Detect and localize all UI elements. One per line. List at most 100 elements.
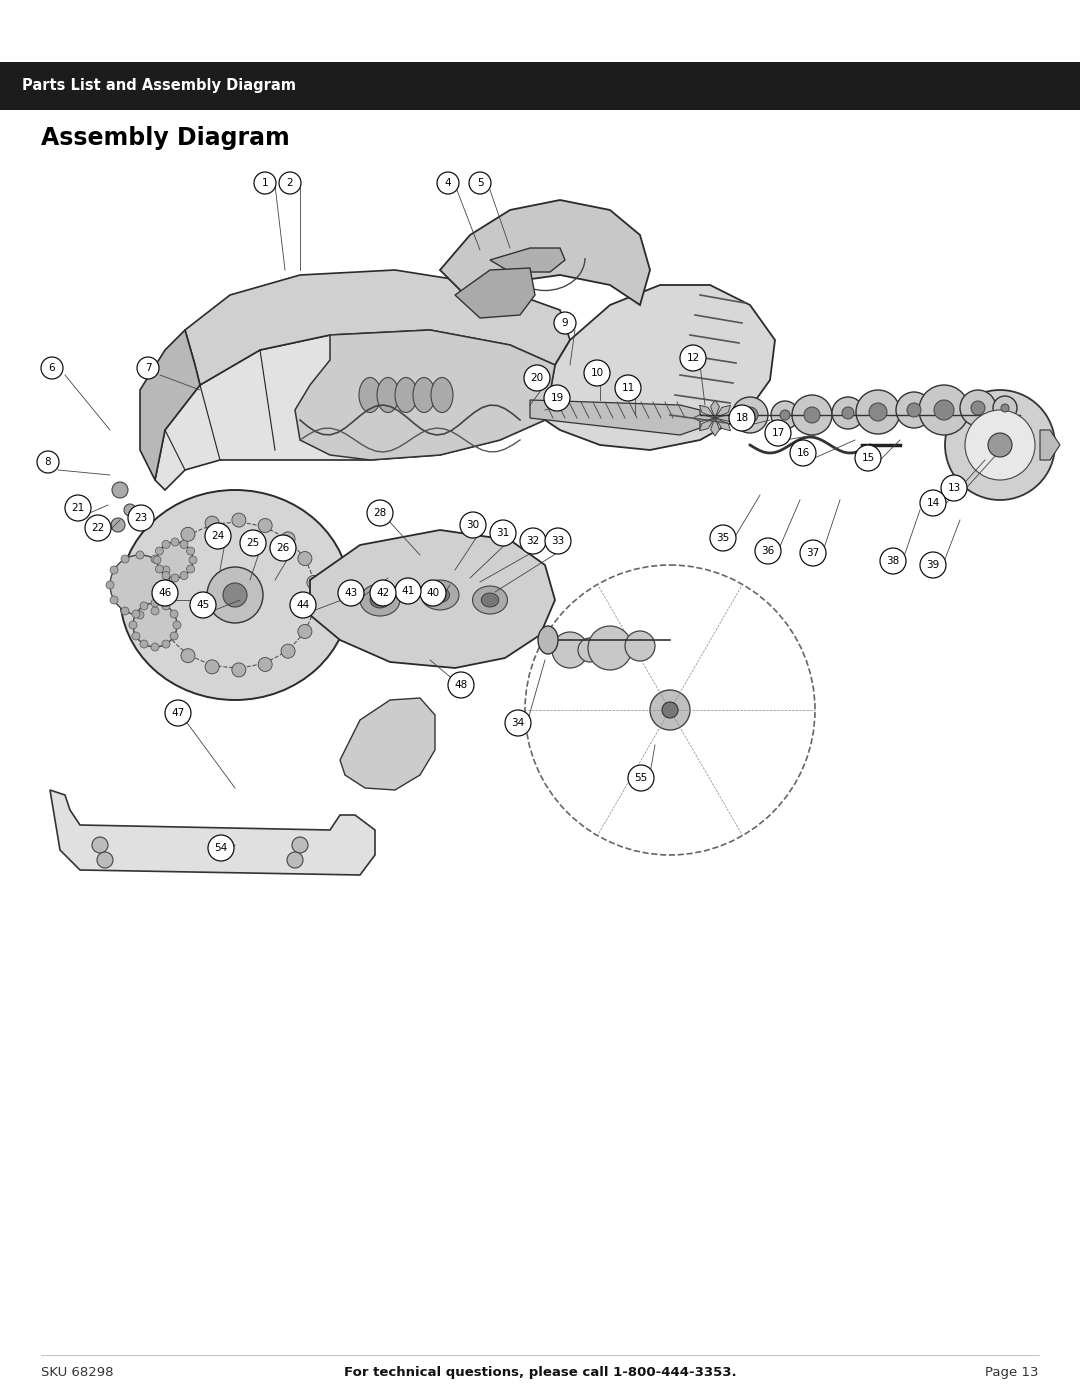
Circle shape [755, 538, 781, 564]
Text: 54: 54 [214, 842, 228, 854]
Text: 21: 21 [71, 503, 84, 513]
Text: SKU 68298: SKU 68298 [41, 1366, 113, 1379]
Circle shape [170, 610, 178, 617]
Circle shape [258, 518, 272, 532]
Circle shape [842, 407, 854, 419]
Circle shape [919, 386, 969, 434]
Circle shape [187, 564, 194, 573]
Circle shape [800, 541, 826, 566]
Circle shape [121, 606, 129, 615]
Ellipse shape [377, 377, 399, 412]
Text: 16: 16 [796, 448, 810, 458]
Circle shape [136, 610, 144, 619]
Ellipse shape [431, 377, 453, 412]
Polygon shape [545, 285, 775, 450]
Circle shape [524, 365, 550, 391]
Circle shape [907, 402, 921, 416]
Text: 11: 11 [621, 383, 635, 393]
Circle shape [505, 710, 531, 736]
Circle shape [129, 622, 137, 629]
Polygon shape [711, 400, 719, 418]
Circle shape [832, 397, 864, 429]
Circle shape [162, 571, 170, 580]
Polygon shape [340, 698, 435, 789]
Circle shape [111, 518, 125, 532]
Circle shape [136, 550, 144, 559]
Text: 1: 1 [261, 177, 268, 189]
Circle shape [988, 433, 1012, 457]
Polygon shape [715, 415, 737, 422]
Circle shape [171, 538, 179, 546]
Circle shape [519, 528, 546, 555]
Text: 5: 5 [476, 177, 484, 189]
Ellipse shape [360, 584, 400, 616]
Circle shape [287, 852, 303, 868]
Text: 18: 18 [735, 414, 748, 423]
Circle shape [92, 837, 108, 854]
Text: 25: 25 [246, 538, 259, 548]
Circle shape [129, 504, 154, 531]
Ellipse shape [413, 377, 435, 412]
Circle shape [232, 664, 246, 678]
Polygon shape [490, 249, 565, 272]
Polygon shape [185, 270, 570, 386]
Polygon shape [50, 789, 375, 875]
Circle shape [37, 451, 59, 474]
Circle shape [181, 648, 195, 662]
Circle shape [140, 640, 148, 648]
Circle shape [869, 402, 887, 420]
Circle shape [307, 576, 321, 590]
Polygon shape [140, 330, 200, 481]
Circle shape [240, 529, 266, 556]
Circle shape [132, 631, 140, 640]
Circle shape [254, 172, 276, 194]
Polygon shape [715, 405, 730, 418]
Circle shape [554, 312, 576, 334]
Polygon shape [455, 268, 535, 319]
Text: 7: 7 [145, 363, 151, 373]
Circle shape [880, 548, 906, 574]
Circle shape [208, 835, 234, 861]
Circle shape [625, 631, 654, 661]
Text: 8: 8 [44, 457, 52, 467]
Circle shape [132, 610, 140, 617]
Circle shape [222, 583, 247, 608]
Text: 45: 45 [197, 599, 210, 610]
Ellipse shape [120, 490, 350, 700]
Ellipse shape [370, 592, 390, 608]
Polygon shape [700, 405, 715, 418]
Circle shape [920, 552, 946, 578]
Circle shape [395, 578, 421, 604]
Circle shape [106, 581, 114, 590]
Text: 43: 43 [345, 588, 357, 598]
Circle shape [460, 511, 486, 538]
Circle shape [771, 401, 799, 429]
Text: 12: 12 [687, 353, 700, 363]
Text: 19: 19 [551, 393, 564, 402]
Text: 30: 30 [467, 520, 480, 529]
Circle shape [133, 604, 177, 647]
Circle shape [121, 555, 129, 563]
Text: 24: 24 [212, 531, 225, 541]
Ellipse shape [482, 592, 499, 608]
Circle shape [170, 631, 178, 640]
Circle shape [189, 556, 197, 564]
Circle shape [662, 703, 678, 718]
Circle shape [97, 852, 113, 868]
Text: 42: 42 [376, 588, 390, 598]
Circle shape [367, 500, 393, 527]
Polygon shape [711, 418, 719, 436]
Circle shape [180, 541, 188, 549]
Circle shape [205, 522, 231, 549]
Circle shape [153, 556, 161, 564]
Circle shape [137, 358, 159, 379]
Text: For technical questions, please call 1-800-444-3353.: For technical questions, please call 1-8… [343, 1366, 737, 1379]
Polygon shape [693, 415, 715, 422]
Text: 17: 17 [771, 427, 785, 439]
Circle shape [65, 495, 91, 521]
Circle shape [85, 515, 111, 541]
Polygon shape [310, 529, 555, 668]
Circle shape [156, 564, 163, 573]
Text: 26: 26 [276, 543, 289, 553]
Circle shape [156, 548, 163, 555]
